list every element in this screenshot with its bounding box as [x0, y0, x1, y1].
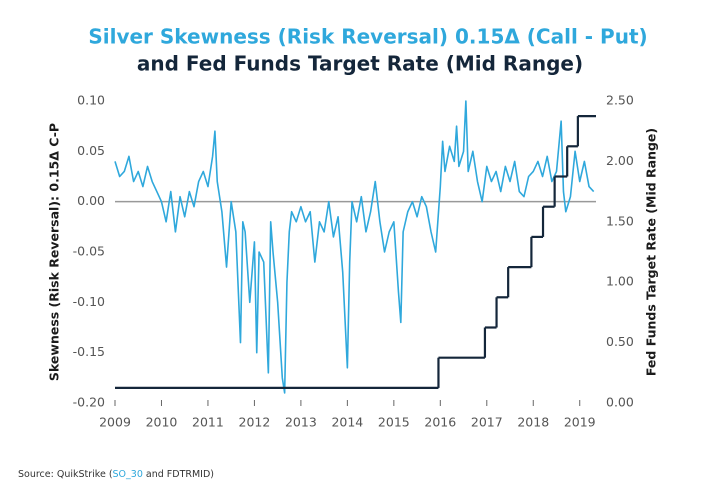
x-tick-label: 2010 [146, 415, 178, 430]
source-link: SO_30 [113, 469, 143, 480]
y2-tick-label: 2.50 [606, 93, 634, 108]
x-tick-label: 2016 [424, 415, 456, 430]
x-tick-label: 2017 [471, 415, 503, 430]
y2-tick-label: 0.50 [606, 334, 634, 349]
source-prefix: Source: QuikStrike ( [18, 469, 113, 480]
y2-tick-label: 2.00 [606, 153, 634, 168]
chart-subtitle: and Fed Funds Target Rate (Mid Range) [137, 52, 583, 76]
chart-title: Silver Skewness (Risk Reversal) 0.15Δ (C… [88, 25, 647, 49]
y-tick-label: -0.15 [73, 344, 105, 359]
x-tick-label: 2018 [517, 415, 549, 430]
y2-tick-label: 1.50 [606, 213, 634, 228]
y-tick-label: 0.10 [77, 93, 105, 108]
y-tick-label: 0.00 [77, 193, 105, 208]
y-tick-label: -0.20 [73, 395, 105, 410]
y2-tick-label: 1.00 [606, 274, 634, 289]
x-tick-label: 2012 [239, 415, 271, 430]
x-tick-label: 2009 [99, 415, 131, 430]
y-tick-label: -0.05 [73, 244, 105, 259]
y2-axis-title: Fed Funds Target Rate (Mid Range) [644, 128, 659, 376]
x-tick-label: 2011 [192, 415, 224, 430]
x-tick-label: 2014 [331, 415, 363, 430]
x-tick-label: 2013 [285, 415, 317, 430]
y-tick-label: -0.10 [73, 294, 105, 309]
skew-line [114, 100, 595, 394]
x-tick-label: 2019 [564, 415, 596, 430]
y2-tick-label: 0.00 [606, 395, 634, 410]
source-suffix: and FDTRMID) [143, 469, 214, 480]
x-tick-label: 2015 [378, 415, 410, 430]
y-axis-title: Skewness (Risk Reversal): 0.15Δ C-P [47, 123, 62, 381]
source: Source: QuikStrike (SO_30 and FDTRMID) [18, 469, 214, 480]
y-tick-label: 0.05 [77, 143, 105, 158]
